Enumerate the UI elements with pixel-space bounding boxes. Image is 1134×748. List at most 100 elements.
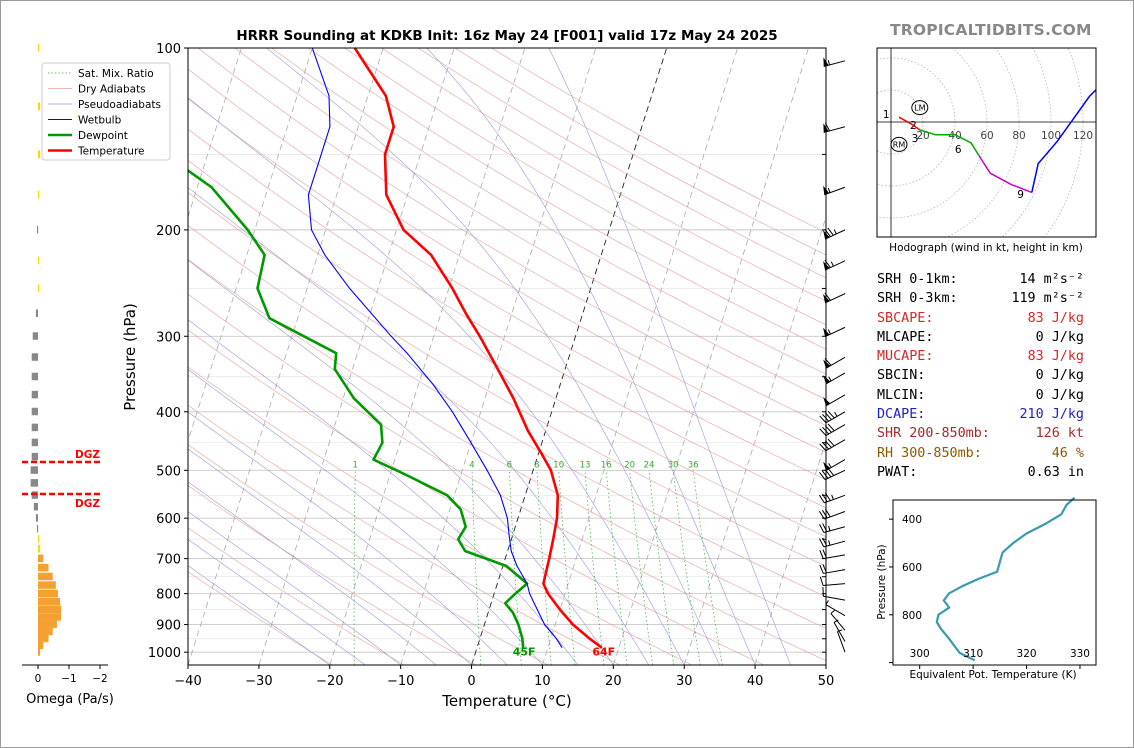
pressure-tick-label: 600 xyxy=(156,512,181,527)
stat-label: DCAPE: xyxy=(877,407,926,423)
barb-half-feather xyxy=(834,411,838,417)
wind-barb xyxy=(823,292,846,304)
wind-barb xyxy=(819,438,846,452)
stat-value: 83 J/kg xyxy=(1027,349,1084,365)
omega-bar xyxy=(31,390,38,399)
moist-adiabat xyxy=(426,48,756,665)
stat-row: SBCIN: 0 J/kg xyxy=(877,368,1107,387)
wind-barb xyxy=(823,185,846,196)
dgz-label: DGZ xyxy=(75,449,100,461)
moist-adiabat xyxy=(188,187,650,665)
mixing-ratio-label: 36 xyxy=(688,460,699,470)
mixing-ratio-label: 6 xyxy=(507,460,512,470)
pressure-tick-label: 700 xyxy=(156,553,181,568)
barb-staff xyxy=(824,511,846,520)
barb-feather xyxy=(819,576,824,586)
barb-half-feather xyxy=(828,540,831,546)
omega-tick-label: −2 xyxy=(92,673,107,685)
temperature-tick-label: −40 xyxy=(174,674,201,689)
surface-dewpoint-label: 45F xyxy=(513,646,536,659)
barb-pennant xyxy=(823,359,831,369)
wetbulb-profile xyxy=(307,48,563,648)
dry-adiabat xyxy=(234,48,826,400)
omega-bar xyxy=(36,225,39,234)
dgz-label: DGZ xyxy=(75,498,100,510)
barb-feather xyxy=(824,122,830,132)
barb-pennant xyxy=(823,230,830,240)
dry-adiabat xyxy=(188,192,826,567)
omega-xlabel: Omega (Pa/s) xyxy=(26,692,114,707)
legend-box xyxy=(41,62,171,161)
barb-feather xyxy=(819,538,825,548)
wind-barb xyxy=(833,619,846,642)
barb-half-feather xyxy=(828,525,831,531)
barb-feather xyxy=(819,471,826,480)
barb-staff xyxy=(837,631,846,653)
barb-staff xyxy=(825,439,846,452)
barb-half-feather xyxy=(825,600,829,605)
barb-staff xyxy=(823,526,846,533)
omega-bar xyxy=(31,407,38,416)
barb-staff xyxy=(823,540,846,548)
stat-value: 83 J/kg xyxy=(1027,310,1084,326)
barb-feather xyxy=(819,415,827,424)
barb-half-feather xyxy=(837,629,843,632)
wind-barb xyxy=(823,57,846,67)
brand-watermark: TROPICALTIDBITS.COM xyxy=(890,21,1092,39)
barb-feather xyxy=(827,467,835,476)
barb-staff xyxy=(824,326,846,338)
barb-feather xyxy=(822,426,830,435)
stat-label: SBCAPE: xyxy=(877,310,934,326)
stat-label: RH 300-850mb: xyxy=(877,445,982,461)
barb-half-feather xyxy=(828,376,832,382)
temperature-tick-label: 50 xyxy=(818,674,835,689)
mixing-ratio-label: 30 xyxy=(668,460,679,470)
barb-half-feather xyxy=(830,261,834,267)
isotherm xyxy=(683,215,826,665)
wind-barb xyxy=(823,259,846,271)
barb-staff xyxy=(830,613,846,631)
dry-adiabat xyxy=(188,485,477,665)
wind-barb xyxy=(819,410,846,424)
mixing-ratio-line xyxy=(648,470,675,665)
barb-feather xyxy=(821,470,829,479)
moist-adiabat xyxy=(188,539,366,665)
mixing-ratio-label: 16 xyxy=(601,460,612,470)
skewt-xlabel: Temperature (°C) xyxy=(441,692,571,710)
skewt-title: HRRR Sounding at KDKB Init: 16z May 24 [… xyxy=(236,28,777,44)
stat-row: SBCAPE: 83 J/kg xyxy=(877,311,1107,330)
barb-feather xyxy=(822,523,828,532)
temperature-tick-label: −20 xyxy=(316,674,343,689)
wind-barb xyxy=(819,467,846,481)
stat-label: MLCAPE: xyxy=(877,329,934,345)
omega-bar xyxy=(38,641,44,650)
barb-feather xyxy=(822,537,828,547)
barb-feather xyxy=(819,564,824,574)
barb-pennant xyxy=(823,327,830,337)
barb-feather xyxy=(827,423,835,432)
stat-row: MUCAPE: 83 J/kg xyxy=(877,349,1107,368)
wind-barb xyxy=(822,587,846,601)
mixing-ratio-label: 24 xyxy=(644,460,655,470)
stat-row: SRH 0-1km: 14 m²s⁻² xyxy=(877,272,1107,291)
stat-row: SRH 0-3km: 119 m²s⁻² xyxy=(877,291,1107,310)
barb-feather xyxy=(824,259,831,268)
omega-bar xyxy=(38,102,41,111)
omega-bar xyxy=(38,554,44,563)
barb-half-feather xyxy=(827,59,831,66)
isotherm xyxy=(400,48,597,665)
stat-row: MLCIN: 0 J/kg xyxy=(877,388,1107,407)
omega-bar xyxy=(30,479,38,487)
wind-barb xyxy=(819,423,846,436)
barb-staff xyxy=(823,583,846,587)
stat-value: 0.63 in xyxy=(1027,464,1084,480)
barb-half-feather xyxy=(827,187,831,193)
wind-barb xyxy=(837,629,846,653)
wind-barb xyxy=(819,523,846,533)
pressure-tick-label: 100 xyxy=(156,42,181,57)
legend-label: Pseudoadiabats xyxy=(78,99,161,111)
omega-bar xyxy=(38,648,41,656)
barb-staff xyxy=(823,569,846,574)
isotherm xyxy=(542,48,738,665)
